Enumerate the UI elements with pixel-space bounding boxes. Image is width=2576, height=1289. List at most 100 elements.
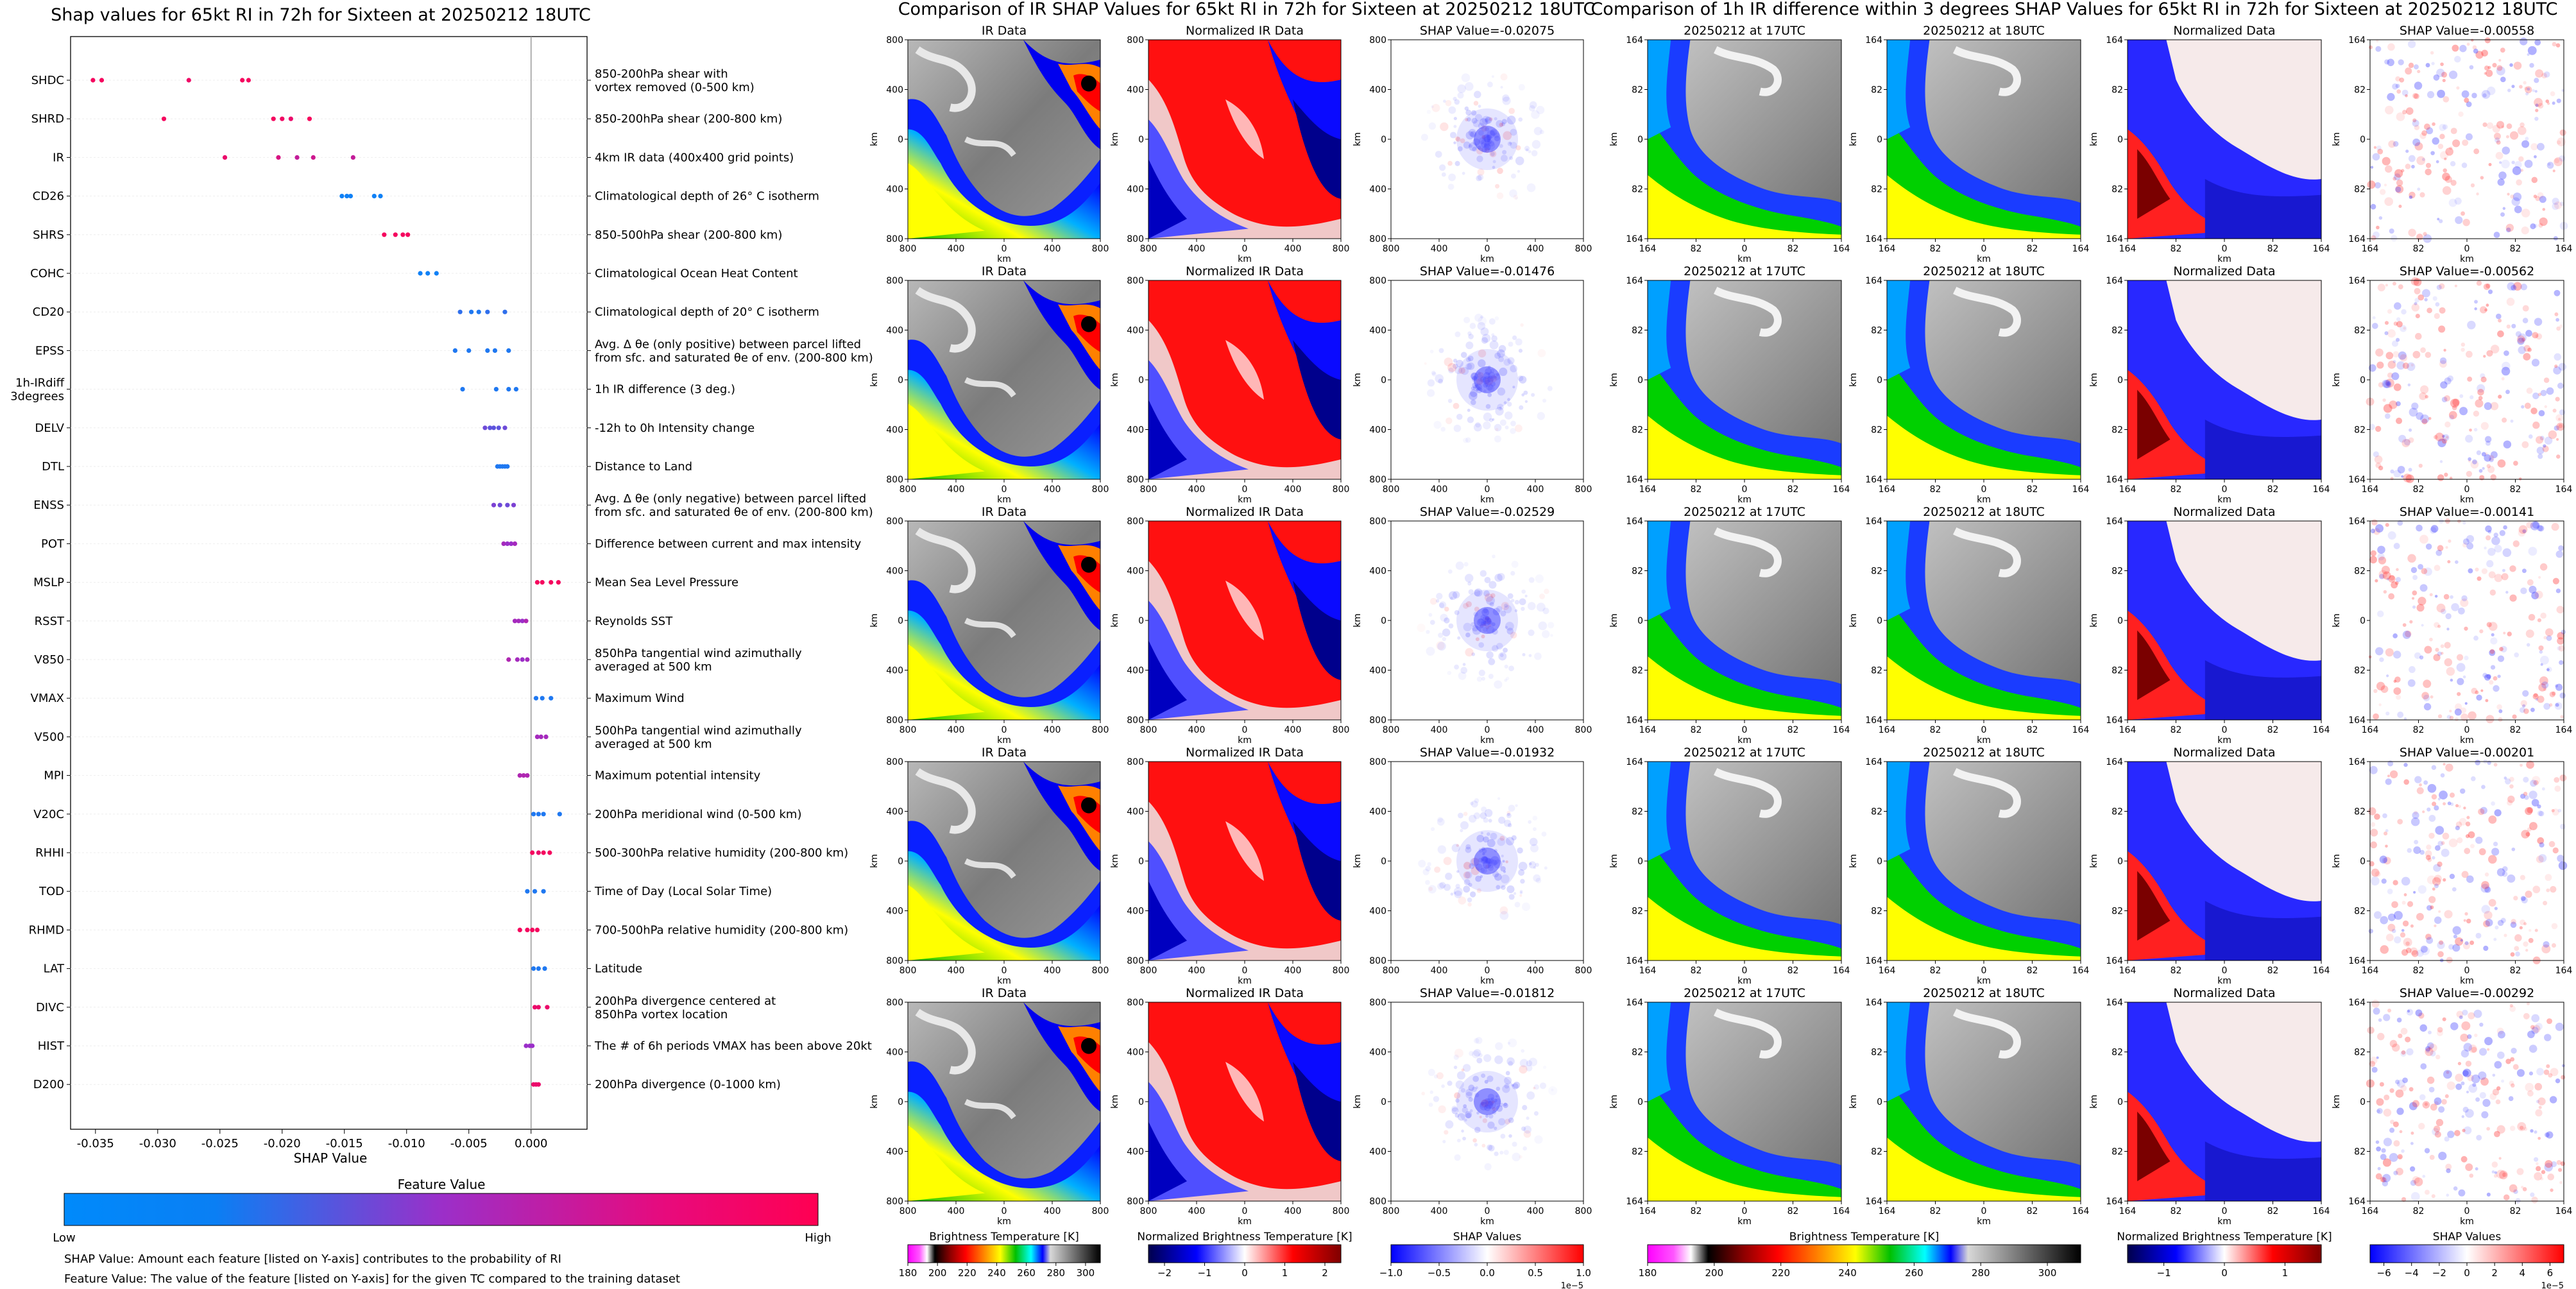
shap-blob — [2543, 1069, 2550, 1075]
shap-blob — [1533, 827, 1537, 832]
shap-blob — [1513, 892, 1517, 895]
shap-blob — [1489, 340, 1499, 350]
shap-blob — [1460, 366, 1469, 375]
shap-blob — [2555, 438, 2559, 441]
shap-blob — [1506, 1057, 1515, 1066]
shap-blob — [1469, 144, 1473, 148]
shap-blob — [2493, 937, 2497, 941]
shap-blob — [1542, 630, 1550, 638]
panel-title: Normalized IR Data — [1186, 24, 1304, 38]
shap-field — [1391, 521, 1583, 720]
panel-image — [2128, 1002, 2321, 1201]
shap-blob — [2502, 146, 2510, 155]
shap-blob — [2448, 411, 2457, 420]
shap-blob — [1435, 374, 1444, 383]
shap-blob — [2543, 941, 2550, 948]
panel-xlabel: km — [1480, 495, 1494, 505]
shap-blob — [2469, 428, 2472, 432]
panel-y-tick-label: 800 — [886, 35, 903, 46]
shap-blob — [2449, 476, 2453, 480]
shap-blob — [2486, 715, 2495, 724]
shap-blob — [1460, 829, 1463, 833]
shap-blob — [2530, 780, 2538, 787]
shap-blob — [2471, 1074, 2480, 1084]
shap-blob — [2462, 942, 2471, 950]
panel-y-tick-label: 164 — [2348, 234, 2366, 244]
panel-x-tick-label: 0 — [1002, 244, 1007, 254]
shap-blob — [2410, 277, 2419, 286]
shap-blob — [2445, 764, 2453, 772]
shap-blob — [1499, 835, 1505, 841]
shap-blob — [2383, 857, 2391, 865]
shap-blob — [2515, 952, 2520, 957]
panel-y-tick-label: 164 — [2106, 757, 2123, 767]
shap-blob — [2387, 531, 2396, 540]
shap-blob — [2478, 469, 2483, 473]
shap-blob — [2419, 132, 2427, 139]
shap-blob — [2384, 197, 2394, 207]
shap-blob — [1508, 894, 1515, 900]
shap-blob — [2502, 548, 2512, 558]
panel-y-tick-label: 800 — [1127, 35, 1144, 46]
shap-blob — [2437, 714, 2443, 719]
shap-blob — [2502, 568, 2505, 572]
shap-blob — [2393, 1140, 2400, 1147]
shap-blob — [2481, 905, 2491, 914]
shap-blob — [2561, 1064, 2565, 1068]
shap-blob — [1456, 844, 1459, 847]
shap-blob — [2393, 176, 2397, 181]
shap-point — [517, 773, 522, 778]
shap-blob — [2410, 363, 2414, 367]
panel-x-tick-label: 0 — [1981, 1206, 1987, 1216]
shap-point — [540, 580, 545, 585]
panel-x-tick-label: 800 — [1092, 484, 1109, 495]
panel-ylabel: km — [2332, 613, 2342, 627]
shap-blob — [2509, 776, 2514, 782]
shap-blob — [2421, 624, 2424, 627]
panel-y-tick-label: 82 — [1871, 85, 1882, 96]
shap-blob — [1488, 418, 1494, 423]
shap-blob — [2397, 1079, 2405, 1088]
panel-x-tick-label: 164 — [2072, 244, 2090, 254]
shap-blob — [2416, 787, 2424, 794]
shap-blob — [2496, 313, 2502, 320]
shap-blob — [2554, 158, 2560, 164]
feature-description: Avg. Δ θe (only positive) between parcel… — [595, 337, 861, 351]
shap-blob — [2464, 912, 2468, 916]
shap-blob — [2503, 776, 2507, 780]
shap-blob — [2408, 62, 2414, 69]
panel-title: SHAP Value=-0.01812 — [1420, 986, 1555, 1000]
shap-blob — [2444, 1136, 2450, 1142]
shap-blob — [2429, 637, 2433, 642]
shap-blob — [1463, 862, 1471, 870]
shap-blob — [1494, 574, 1503, 582]
shap-blob — [2450, 128, 2457, 135]
shap-blob — [1473, 101, 1479, 106]
shap-blob — [2495, 1099, 2501, 1105]
shap-blob — [2426, 127, 2434, 135]
shap-point — [534, 734, 540, 739]
shap-blob — [2545, 1159, 2553, 1168]
irdiff-17utc-panel: 20250212 at 17UTC1641648282008282164164k… — [1609, 986, 1850, 1227]
shap-blob — [2412, 590, 2418, 596]
shap-blob — [2448, 838, 2458, 848]
shap-point — [460, 387, 465, 392]
panel-title: IR Data — [982, 505, 1027, 519]
panel-y-tick-label: 0 — [1637, 616, 1643, 626]
shap-blob — [2530, 707, 2535, 712]
shap-blob — [2409, 1087, 2414, 1092]
shap-blob — [2378, 556, 2387, 565]
shap-blob — [2500, 645, 2507, 653]
shap-blob — [2521, 830, 2530, 839]
shap-blob — [2522, 305, 2529, 312]
shap-blob — [1484, 593, 1494, 602]
feature-value-colorbar — [64, 1193, 819, 1226]
shap-blob — [2516, 1168, 2524, 1175]
shap-point — [506, 387, 511, 392]
shap-blob — [2430, 51, 2434, 55]
panel-ylabel: km — [2089, 1095, 2099, 1109]
shap-blob — [2425, 850, 2432, 857]
shap-point — [530, 927, 535, 932]
shap-blob — [2525, 948, 2529, 952]
shap-blob — [2430, 527, 2437, 534]
